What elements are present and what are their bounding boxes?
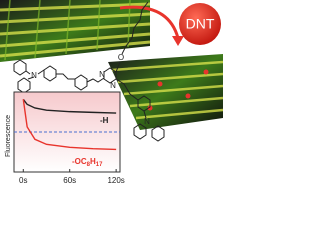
atom-label: O — [118, 53, 124, 62]
atom-label: N — [110, 81, 116, 90]
analyte-label: DNT — [186, 16, 215, 32]
x-tick-label: 120s — [107, 176, 124, 185]
label-part: -OC — [72, 157, 87, 166]
film-image-before — [0, 0, 151, 62]
x-tick-label: 60s — [63, 176, 76, 185]
molecule: N O N N N — [13, 1, 165, 142]
series-line — [22, 99, 117, 151]
series-label: -OC8H17 — [72, 157, 103, 167]
atom-label: N — [99, 70, 105, 79]
label-part: H — [90, 157, 96, 166]
series-line — [22, 98, 117, 114]
arrow-head — [172, 36, 184, 46]
y-axis-label: Fluorescence — [5, 115, 12, 157]
atom-label: N — [144, 117, 150, 126]
arrow — [119, 5, 180, 39]
x-tick-label: 0s — [19, 176, 27, 185]
label-part: 17 — [96, 162, 103, 168]
dnt-sphere — [179, 3, 221, 45]
atom-label: N — [31, 71, 37, 80]
label-part: 8 — [87, 162, 91, 168]
series-label: -H — [100, 116, 109, 125]
film-image-after — [108, 54, 223, 130]
graphical-abstract: DNT N O N N N Fluorescence 0s 60s 120s -H -O… — [0, 0, 223, 185]
